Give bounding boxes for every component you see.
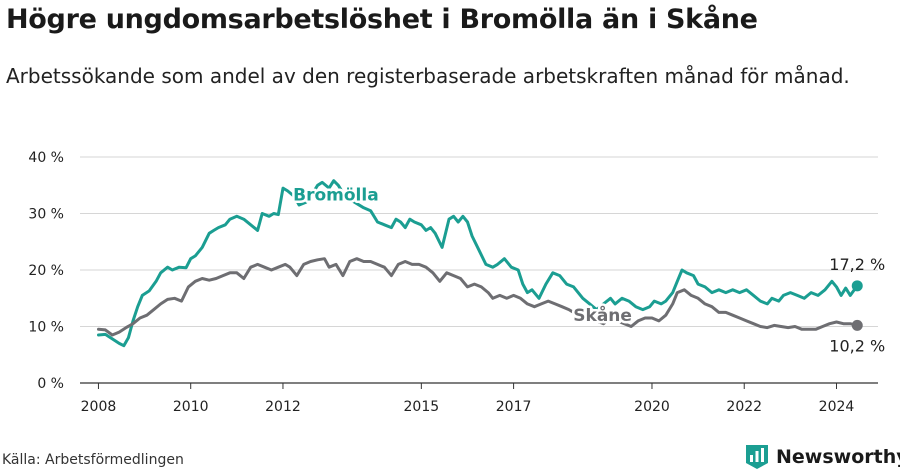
y-axis-ticks: 0 % 10 % 20 % 30 % 40 % xyxy=(28,150,64,392)
x-tick-label: 2020 xyxy=(634,399,670,415)
x-tick-label: 2022 xyxy=(726,399,762,415)
skane-series-label: Skåne xyxy=(573,304,632,326)
grid-lines xyxy=(80,156,878,384)
bromolla-series-label: Bromölla xyxy=(293,186,379,206)
bromolla-end-point xyxy=(851,280,863,292)
skane-line xyxy=(97,257,859,337)
newsworthy-brand: Newsworthy xyxy=(744,442,900,472)
y-tick-label: 20 % xyxy=(28,263,64,279)
skane-end-point xyxy=(851,319,863,331)
y-tick-label: 0 % xyxy=(37,376,64,392)
x-tick-label: 2024 xyxy=(819,399,855,415)
x-tick-label: 2012 xyxy=(265,399,301,415)
skane-end-value: 10,2 % xyxy=(829,336,885,355)
x-axis: 2008 2010 2012 2015 2017 2020 2022 2024 xyxy=(81,383,855,415)
newsworthy-logo-icon xyxy=(746,445,768,469)
brand-label: Newsworthy xyxy=(776,446,900,468)
bromolla-line xyxy=(97,179,859,348)
source-note: Källa: Arbetsförmedlingen xyxy=(2,452,184,468)
chart-subtitle: Arbetssökande som andel av den registerb… xyxy=(6,64,850,88)
chart-title: Högre ungdomsarbetslöshet i Bromölla än … xyxy=(6,4,758,35)
bromolla-end-value: 17,2 % xyxy=(829,255,885,274)
x-tick-label: 2008 xyxy=(81,399,117,415)
y-tick-label: 10 % xyxy=(28,320,64,336)
y-tick-label: 40 % xyxy=(28,150,64,166)
x-tick-label: 2010 xyxy=(173,399,209,415)
x-tick-label: 2017 xyxy=(496,399,532,415)
series-labels: Bromölla Skåne 17,2 % 10,2 % xyxy=(291,183,886,355)
x-tick-label: 2015 xyxy=(404,399,440,415)
series-lines xyxy=(97,179,863,348)
y-tick-label: 30 % xyxy=(28,207,64,223)
